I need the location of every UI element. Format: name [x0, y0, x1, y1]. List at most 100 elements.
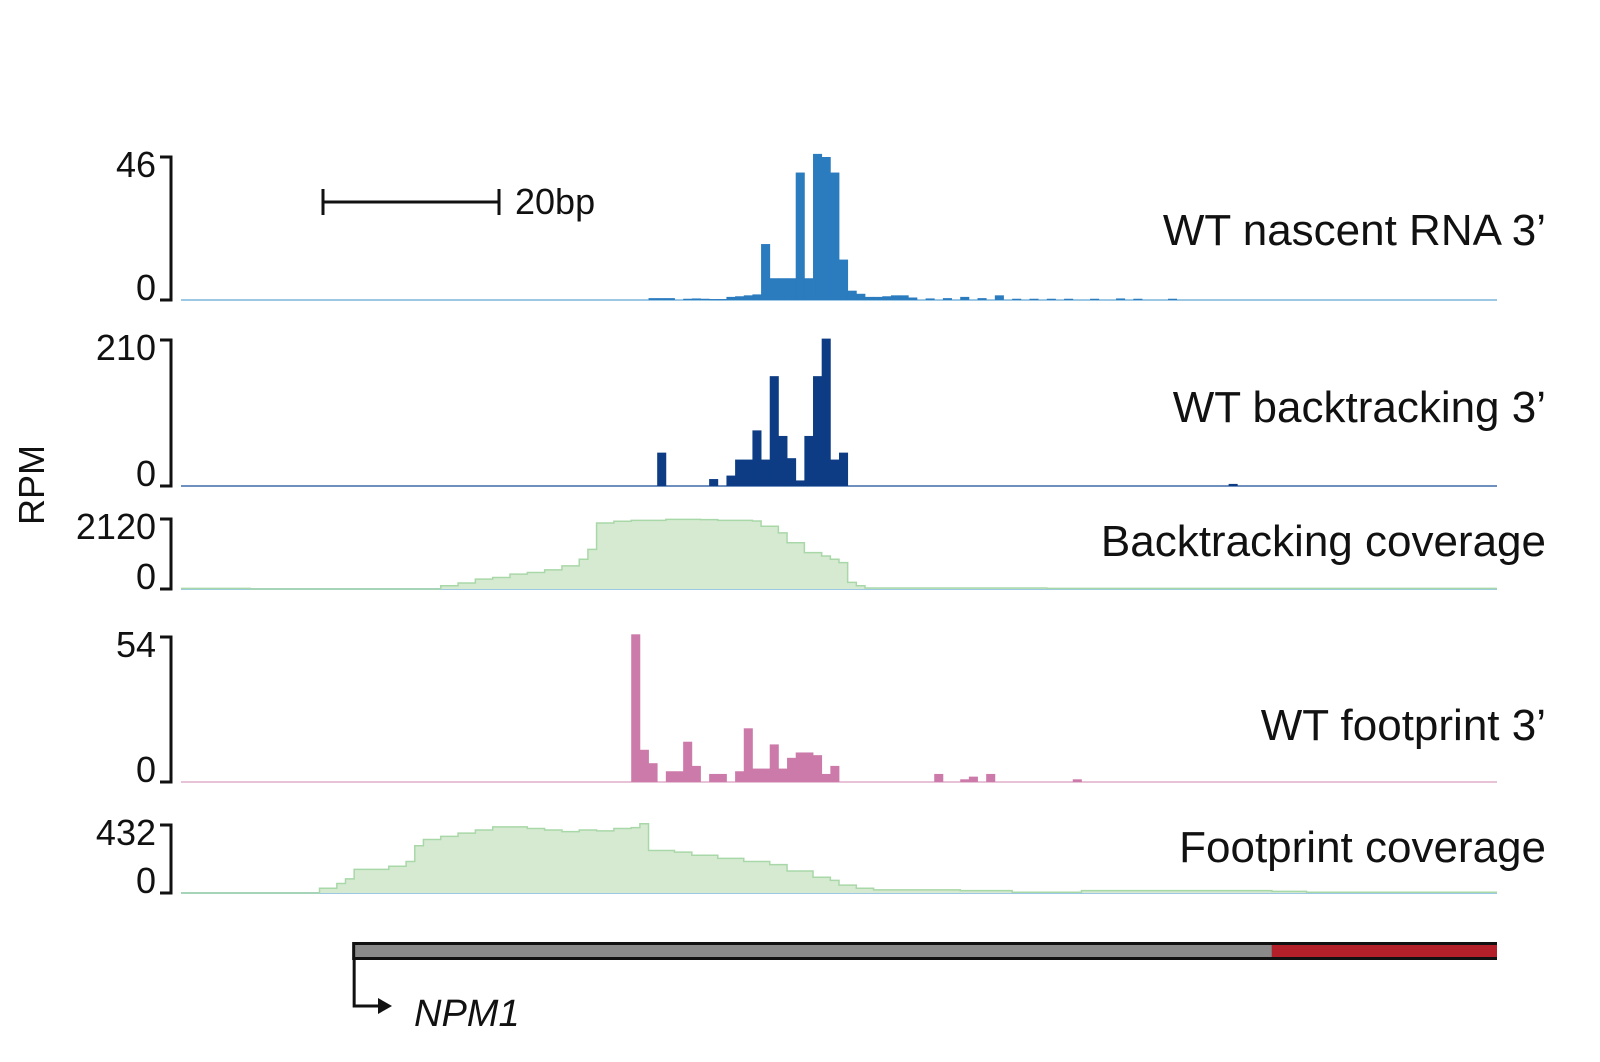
track-ymin-label: 0	[136, 556, 156, 597]
track-area-outline	[181, 518, 1497, 590]
track-axis-bracket	[160, 338, 173, 488]
track-name: WT nascent RNA 3’	[1163, 206, 1546, 255]
track-bar	[648, 298, 658, 300]
track-bar	[752, 768, 762, 782]
gene-model: NPM1	[352, 942, 1497, 1035]
track-ymax-label: 46	[116, 144, 156, 185]
track-axis-bracket	[160, 823, 173, 895]
track-bar	[1133, 298, 1143, 300]
track-ymax-label: 2120	[76, 506, 156, 547]
track-bar	[968, 776, 978, 782]
track-4: 54 0 WT footprint 3’	[116, 624, 1546, 790]
track-bar	[787, 458, 797, 486]
track-bar	[657, 298, 667, 300]
track-bar	[856, 293, 866, 300]
track-bar	[787, 757, 797, 782]
track-bar	[1116, 298, 1126, 300]
track-bar	[960, 779, 970, 782]
track-ymin-label: 0	[136, 267, 156, 308]
track-bar	[717, 773, 727, 782]
track-bar	[804, 278, 814, 300]
track-bar	[1046, 298, 1056, 300]
track-bar	[761, 768, 771, 782]
track-bar	[1228, 483, 1238, 486]
tracks: 46 0 WT nascent RNA 3’ 210 0 WT backtracking …	[76, 144, 1546, 901]
track-bar	[726, 475, 736, 486]
track-bar	[925, 298, 935, 300]
track-bar	[795, 480, 805, 486]
track-name: WT footprint 3’	[1261, 701, 1546, 750]
track-bar	[873, 296, 883, 300]
track-bar	[683, 741, 693, 782]
track-bar	[735, 296, 745, 300]
track-bar	[1029, 298, 1039, 300]
track-bar	[813, 153, 823, 300]
track-bar	[908, 297, 918, 300]
track-bar	[839, 259, 849, 300]
track-ymin-label: 0	[136, 749, 156, 790]
track-1: 46 0 WT nascent RNA 3’	[116, 144, 1546, 308]
track-name: Backtracking coverage	[1101, 517, 1546, 566]
track-bar	[821, 773, 831, 782]
track-bar	[683, 298, 693, 300]
track-axis-bracket	[160, 155, 173, 302]
track-bar	[769, 278, 779, 300]
track-bar	[890, 295, 901, 300]
track-bar	[942, 298, 952, 300]
track-bar	[752, 294, 762, 300]
track-bar	[639, 749, 649, 782]
gene-body-segment	[355, 945, 1272, 957]
track-bar	[778, 768, 788, 782]
track-bar	[899, 295, 909, 300]
track-2: 210 0 WT backtracking 3’	[96, 327, 1546, 494]
track-bar	[761, 244, 771, 300]
track-bar	[674, 771, 684, 782]
track-axis-bracket	[160, 635, 173, 784]
track-bar	[977, 298, 987, 300]
scale-bar: 20bp	[321, 181, 595, 222]
tss-arrow-head-icon	[378, 998, 392, 1014]
track-bar	[752, 430, 762, 486]
track-bar	[691, 765, 701, 782]
track-ymax-label: 210	[96, 327, 156, 368]
track-bar	[735, 771, 745, 782]
track-bar	[804, 435, 814, 486]
y-axis-label: RPM	[11, 445, 52, 525]
track-bar	[934, 773, 944, 782]
track-bar	[726, 296, 736, 300]
track-name: WT backtracking 3’	[1173, 383, 1546, 432]
track-bar	[1090, 298, 1100, 300]
track-bar	[813, 755, 823, 782]
track-area	[181, 519, 1497, 589]
track-bar	[994, 295, 1004, 300]
track-bar	[691, 298, 701, 300]
track-bar	[709, 773, 719, 782]
track-ymax-label: 432	[96, 812, 156, 853]
track-ymin-label: 0	[136, 860, 156, 901]
track-bar	[830, 459, 840, 486]
track-bar	[804, 752, 814, 782]
scale-bar-label: 20bp	[515, 181, 595, 222]
track-bar	[795, 752, 805, 782]
track-bar	[665, 771, 675, 782]
track-bar	[847, 290, 857, 300]
track-bar	[787, 278, 797, 300]
track-bar	[839, 452, 849, 486]
gene-label: NPM1	[414, 993, 520, 1035]
track-bar	[821, 338, 831, 486]
track-bar	[1064, 298, 1074, 300]
track-bar	[813, 376, 823, 486]
track-name: Footprint coverage	[1179, 823, 1546, 872]
track-bar	[778, 435, 788, 486]
track-bar	[778, 278, 788, 300]
track-bar	[830, 172, 840, 300]
track-bar	[709, 479, 719, 486]
track-bar	[657, 452, 667, 486]
track-bar	[821, 157, 831, 300]
track-area-outline	[181, 822, 1497, 894]
track-bar	[665, 298, 675, 300]
track-bar	[882, 296, 892, 300]
track-bar	[1012, 298, 1022, 300]
track-bar	[717, 299, 727, 301]
